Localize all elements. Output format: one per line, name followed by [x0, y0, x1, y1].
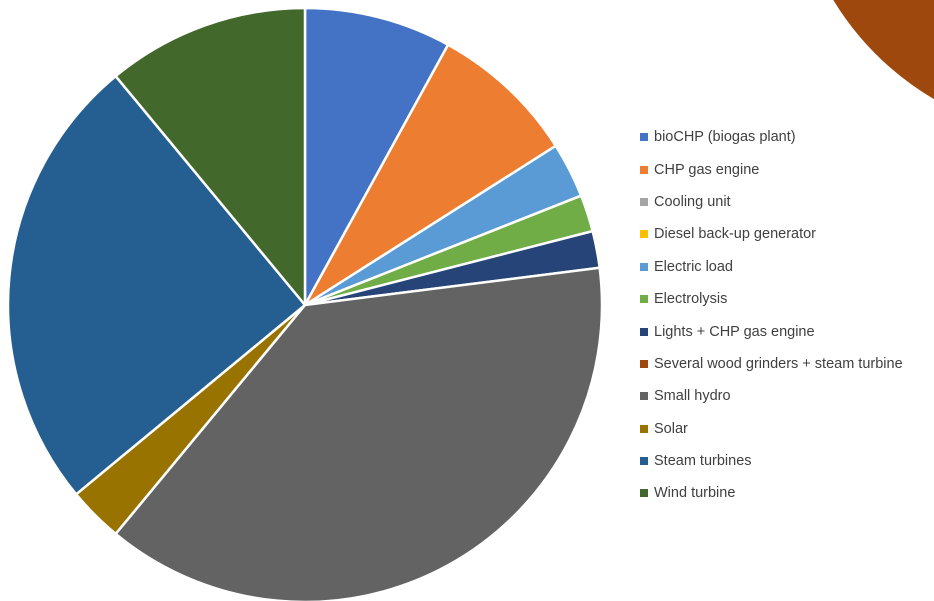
legend-item-cooling-unit: Cooling unit — [640, 186, 903, 218]
legend-item-biochp-biogas-plant: bioCHP (biogas plant) — [640, 121, 903, 153]
legend-item-small-hydro: Small hydro — [640, 380, 903, 412]
legend-item-electrolysis: Electrolysis — [640, 283, 903, 315]
legend-item-lights-chp-gas-engine: Lights + CHP gas engine — [640, 315, 903, 347]
slice-small-hydro — [114, 266, 604, 601]
slice-steam-turbines — [6, 74, 307, 496]
legend-swatch — [640, 262, 648, 271]
legend-label: bioCHP (biogas plant) — [654, 129, 796, 146]
legend-label: Electric load — [654, 258, 733, 275]
legend-item-chp-gas-engine: CHP gas engine — [640, 153, 903, 185]
legend-swatch — [640, 392, 648, 401]
legend-swatch — [640, 295, 648, 304]
legend-label: Several wood grinders + steam turbine — [654, 355, 903, 372]
legend-swatch — [640, 230, 648, 239]
legend-label: Steam turbines — [654, 453, 752, 470]
legend-item-electric-load: Electric load — [640, 251, 903, 283]
legend-swatch — [640, 165, 648, 174]
legend-item-steam-turbines: Steam turbines — [640, 445, 903, 477]
legend-swatch — [640, 133, 648, 142]
partial-pie-slices — [830, 0, 934, 102]
partial-slice-several-wood-grinders-steam-turbine — [830, 0, 934, 102]
legend-item-wind-turbine: Wind turbine — [640, 477, 903, 509]
legend-label: Wind turbine — [654, 485, 736, 502]
legend-item-several-wood-grinders-steam-turbine: Several wood grinders + steam turbine — [640, 348, 903, 380]
legend-swatch — [640, 197, 648, 206]
legend-item-diesel-back-up-generator: Diesel back-up generator — [640, 218, 903, 250]
legend-label: Lights + CHP gas engine — [654, 323, 815, 340]
legend-swatch — [640, 359, 648, 368]
legend-label: Small hydro — [654, 388, 731, 405]
legend-label: Cooling unit — [654, 193, 731, 210]
legend-swatch — [640, 327, 648, 336]
legend-label: Electrolysis — [654, 291, 728, 308]
legend-label: Diesel back-up generator — [654, 226, 817, 243]
slice-biochp-biogas-plant — [303, 6, 450, 307]
legend-label: CHP gas engine — [654, 161, 760, 178]
legend-label: Solar — [654, 420, 688, 437]
legend: bioCHP (biogas plant) CHP gas engine Cooli… — [640, 121, 903, 510]
legend-item-solar: Solar — [640, 413, 903, 445]
slice-wind-turbine — [114, 6, 307, 307]
legend-swatch — [640, 457, 648, 466]
legend-swatch — [640, 489, 648, 498]
main-pie-slices — [6, 6, 604, 601]
slice-chp-gas-engine — [303, 43, 558, 307]
legend-swatch — [640, 424, 648, 433]
